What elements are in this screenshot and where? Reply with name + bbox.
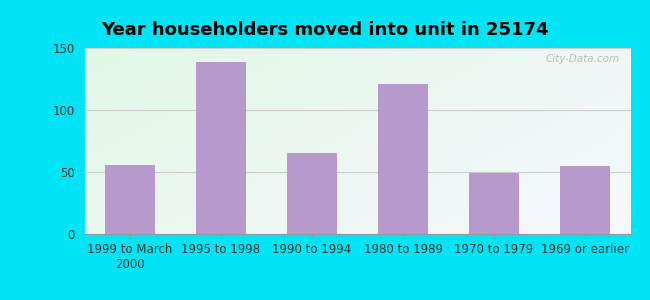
Bar (378, 84, 428, 234)
Bar (560, 166, 610, 234)
Bar (469, 173, 519, 234)
Bar (196, 61, 246, 234)
Text: City-Data.com: City-Data.com (545, 54, 619, 64)
Bar (287, 153, 337, 234)
Text: Year householders moved into unit in 25174: Year householders moved into unit in 251… (101, 21, 549, 39)
Bar (105, 165, 155, 234)
